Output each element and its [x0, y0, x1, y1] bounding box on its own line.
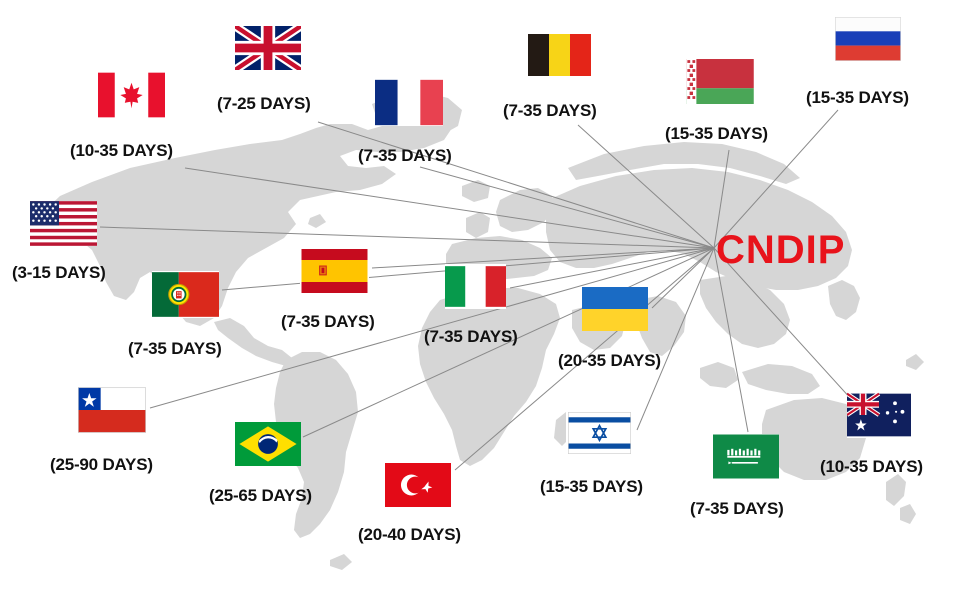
days-label-usa: (3-15 DAYS) — [12, 263, 106, 282]
days-label-turkey: (20-40 DAYS) — [358, 525, 461, 544]
days-label-saudi: (7-35 DAYS) — [690, 499, 784, 518]
flag-ukraine — [582, 287, 648, 331]
route-line-ukraine — [651, 247, 715, 309]
days-label-uk: (7-25 DAYS) — [217, 94, 311, 113]
route-line-uk — [317, 121, 715, 249]
days-label-brazil: (25-65 DAYS) — [209, 486, 312, 505]
flag-russia — [835, 16, 901, 62]
flag-brazil — [235, 422, 301, 466]
route-line-belgium — [577, 124, 715, 249]
days-label-spain: (7-35 DAYS) — [281, 312, 375, 331]
days-label-belgium: (7-35 DAYS) — [503, 101, 597, 120]
flag-italy — [445, 264, 506, 309]
days-label-belarus: (15-35 DAYS) — [665, 124, 768, 143]
days-label-ukraine: (20-35 DAYS) — [558, 351, 661, 370]
flag-spain — [300, 249, 369, 293]
flag-france — [375, 79, 443, 126]
flag-israel — [566, 412, 633, 454]
flag-uk — [235, 26, 301, 70]
days-label-israel: (15-35 DAYS) — [540, 477, 643, 496]
flag-turkey — [385, 462, 451, 508]
days-label-russia: (15-35 DAYS) — [806, 88, 909, 107]
days-label-italy: (7-35 DAYS) — [424, 327, 518, 346]
route-line-usa — [99, 226, 715, 249]
hub-label-cndip: CNDIP — [716, 228, 846, 272]
days-label-canada: (10-35 DAYS) — [70, 141, 173, 160]
flag-portugal — [152, 271, 219, 318]
flag-australia — [847, 392, 911, 438]
flag-chile — [78, 387, 146, 433]
route-line-italy — [509, 247, 715, 289]
days-label-france: (7-35 DAYS) — [358, 146, 452, 165]
days-label-chile: (25-90 DAYS) — [50, 455, 153, 474]
flag-saudi — [713, 434, 779, 479]
flag-usa — [30, 201, 97, 246]
flag-canada — [98, 70, 165, 120]
route-line-saudi — [713, 247, 749, 433]
flag-belarus — [685, 59, 755, 104]
route-line-israel — [636, 247, 715, 431]
days-label-portugal: (7-35 DAYS) — [128, 339, 222, 358]
route-line-france — [419, 166, 715, 249]
flag-belgium — [525, 34, 594, 76]
days-label-australia: (10-35 DAYS) — [820, 457, 923, 476]
route-line-canada — [184, 167, 715, 249]
route-line-spain — [371, 247, 715, 269]
